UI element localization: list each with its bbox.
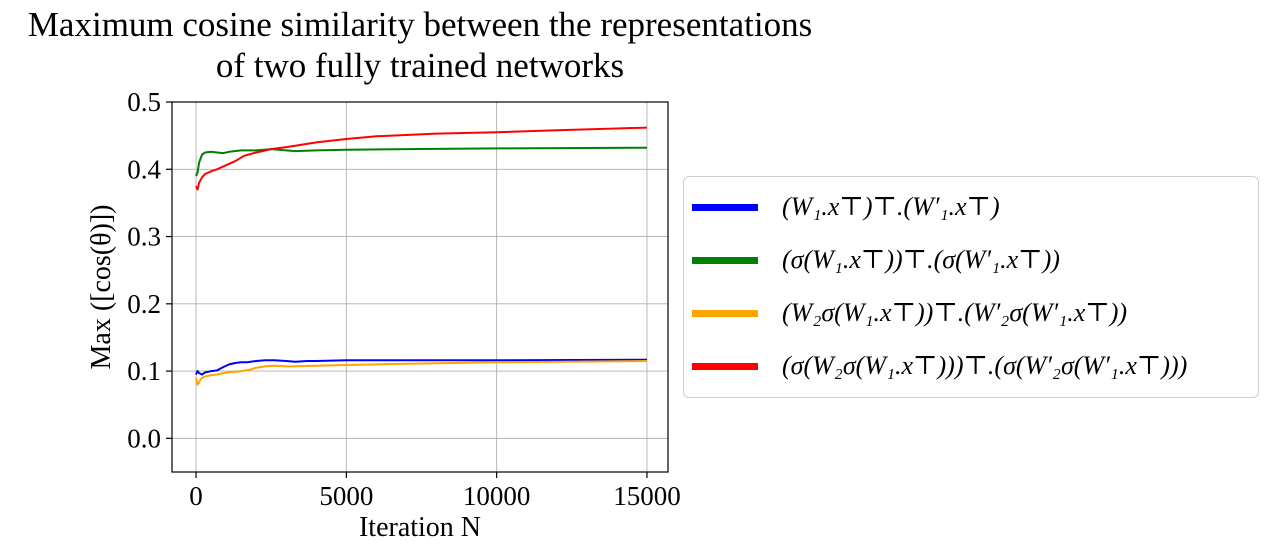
legend-entry-4: (σ(W₂σ(W₁.x⊤)))⊤.(σ(W′₂σ(W′₁.x⊤))) <box>692 346 1187 386</box>
legend-label-4: (σ(W₂σ(W₁.x⊤)))⊤.(σ(W′₂σ(W′₁.x⊤))) <box>782 351 1188 380</box>
x-axis-label: Iteration N <box>359 512 481 543</box>
legend-swatch-2 <box>692 256 758 264</box>
legend-swatch-3 <box>692 309 758 317</box>
x-tick-label: 5000 <box>319 481 373 511</box>
series-line-3 <box>195 360 648 386</box>
chart-title-line-1: Maximum cosine similarity between the re… <box>27 5 813 44</box>
y-axis-ticks: 0.0 0.1 0.2 0.3 0.4 0.5 <box>127 87 172 453</box>
legend-label-2: (σ(W₁.x⊤))⊤.(σ(W′₁.x⊤)) <box>782 245 1060 274</box>
x-tick-label: 15000 <box>613 481 681 511</box>
series-line-1 <box>195 358 648 376</box>
chart-title-line-2: of two fully trained networks <box>215 46 625 85</box>
y-tick-label: 0.4 <box>127 154 161 184</box>
x-axis-ticks: 0 5000 10000 15000 <box>189 472 681 511</box>
y-tick-label: 0.1 <box>127 356 161 386</box>
series-line-2 <box>195 146 648 177</box>
series-line-4 <box>195 126 648 191</box>
y-axis-label: Max ([cos(θ)]) <box>86 204 117 369</box>
series-lines <box>195 126 648 386</box>
legend-swatch-1 <box>692 203 758 211</box>
x-tick-label: 10000 <box>463 481 531 511</box>
plot-frame <box>171 101 669 473</box>
chart-title: Maximum cosine similarity between the re… <box>0 4 840 86</box>
legend-swatch-4 <box>692 362 758 370</box>
legend-entry-1: (W₁.x⊤)⊤.(W′₁.x⊤) <box>692 187 1000 227</box>
y-tick-label: 0.2 <box>127 289 161 319</box>
legend: (W₁.x⊤)⊤.(W′₁.x⊤) (σ(W₁.x⊤))⊤.(σ(W′₁.x⊤)… <box>683 176 1259 398</box>
x-tick-label: 0 <box>189 481 203 511</box>
y-tick-label: 0.3 <box>127 222 161 252</box>
legend-label-1: (W₁.x⊤)⊤.(W′₁.x⊤) <box>782 192 1000 221</box>
y-tick-label: 0.0 <box>127 423 161 453</box>
legend-label-3: (W₂σ(W₁.x⊤))⊤.(W′₂σ(W′₁.x⊤)) <box>782 298 1128 327</box>
grid <box>172 101 668 472</box>
y-tick-label: 0.5 <box>127 87 161 117</box>
legend-entry-2: (σ(W₁.x⊤))⊤.(σ(W′₁.x⊤)) <box>692 240 1060 280</box>
legend-entry-3: (W₂σ(W₁.x⊤))⊤.(W′₂σ(W′₁.x⊤)) <box>692 293 1127 333</box>
